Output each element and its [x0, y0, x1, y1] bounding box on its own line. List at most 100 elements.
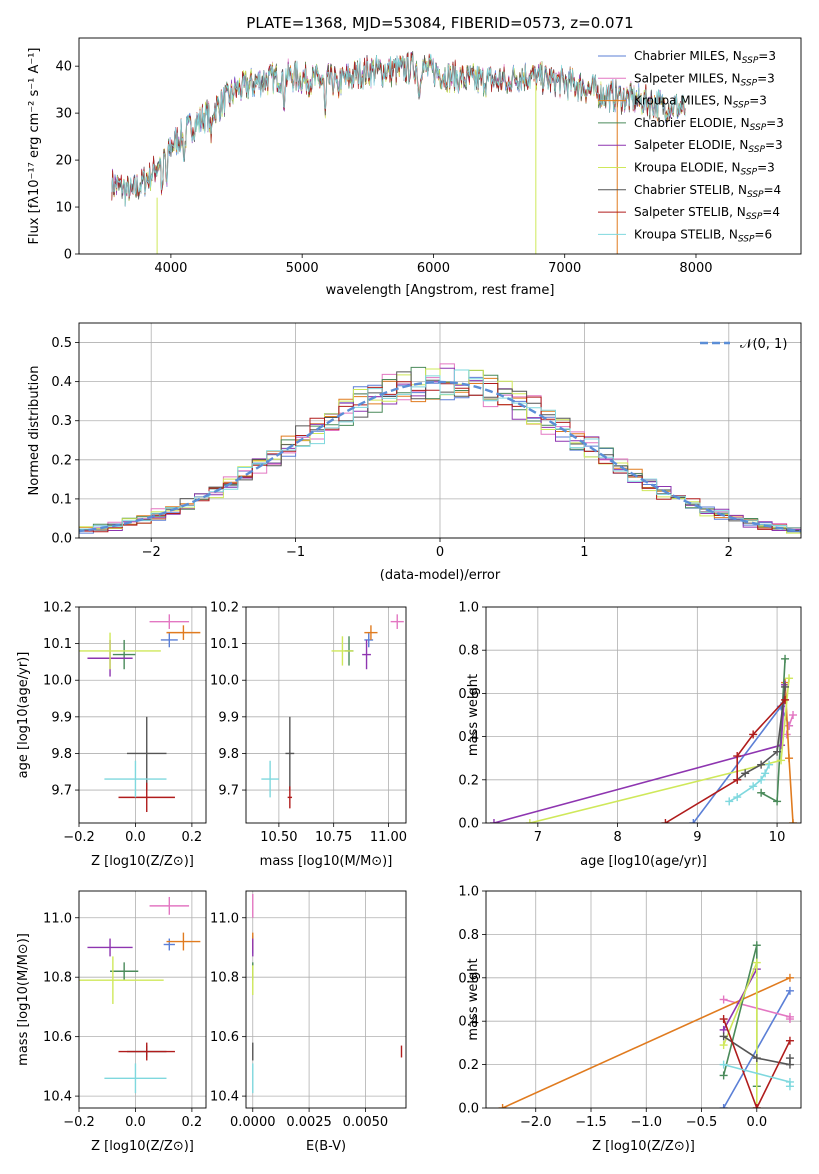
- plus-marker: [661, 819, 670, 823]
- plus-marker: [785, 721, 794, 730]
- y-tick-label: 10: [55, 201, 72, 216]
- plus-marker: [752, 1054, 761, 1063]
- mass-weight-vs-age-panel: 7 8 9 10 0.0 0.2 0.4 0.6 0.8 1.0 age [log10(age/yr…: [458, 601, 802, 869]
- spectrum-panel: 4000 5000 6000 7000 8000 0 10 20 30 40 PLATE=1368,…: [27, 14, 802, 298]
- y-tick-label: 0.0: [51, 532, 72, 547]
- grid-lines: [486, 890, 801, 1109]
- y-tick-label: 10.2: [43, 601, 72, 616]
- plus-marker: [773, 797, 782, 806]
- plus-marker: [752, 958, 761, 967]
- spectrum-line-8: [111, 53, 686, 207]
- mass-weight-vs-metallicity-panel: −2.0 −1.5 −1.0 −0.5 0.0 0.0 0.2 0.4 0.6 0.8 1.0 Z […: [458, 885, 802, 1154]
- y-tick-label: 0.3: [51, 414, 72, 429]
- x-tick-label: −2.0: [520, 1115, 552, 1130]
- plus-marker: [785, 754, 794, 763]
- grid-lines: [78, 891, 206, 1108]
- panel-6-xlabel: E(B-V): [306, 1139, 346, 1154]
- y-tick-label: 0.0: [458, 1102, 479, 1117]
- x-tick-label: 9: [693, 830, 701, 845]
- plus-marker: [719, 1071, 728, 1080]
- grid-lines: [246, 891, 406, 1108]
- panel-2-xlabel: Z [log10(Z/Z⊙)]: [91, 854, 194, 869]
- error-bar-points: [79, 896, 201, 1094]
- y-tick-label: 9.9: [218, 710, 239, 725]
- legend-label: Chabrier MILES, NSSP=3: [634, 49, 776, 66]
- spectrum-line-0: [111, 53, 686, 207]
- axes-frame: [78, 890, 207, 1109]
- spectrum-lines: [111, 50, 686, 254]
- data-point-2: [166, 625, 201, 640]
- y-tick-label: 9.8: [218, 747, 239, 762]
- error-bar-points: [79, 614, 201, 813]
- plus-marker: [781, 695, 790, 704]
- plus-marker: [781, 654, 790, 663]
- axes-frame: [78, 37, 802, 255]
- mass-weight-line-5: [529, 678, 790, 823]
- data-point-1: [390, 614, 404, 629]
- x-tick-label: 0.0: [746, 1115, 767, 1130]
- plus-marker: [741, 769, 750, 778]
- y-tick-label: 0.6: [458, 971, 479, 986]
- x-tick-label: −1: [286, 545, 305, 560]
- panel-2-ylabel: age [log10(age/yr)]: [16, 652, 31, 779]
- mass-vs-extinction-panel: 0.0000 0.0025 0.0050 10.4 10.6 10.8 11.0 E(B-V): [210, 890, 407, 1154]
- y-tick-label: 9.9: [51, 710, 72, 725]
- spectrum-legend: Chabrier MILES, NSSP=3 Salpeter MILES, NS…: [598, 49, 784, 244]
- plus-marker: [733, 775, 742, 784]
- data-point-2: [364, 625, 378, 640]
- y-tick-label: 0.2: [458, 1058, 479, 1073]
- data-point-0: [160, 632, 178, 648]
- y-tick-label: 10.4: [210, 1090, 239, 1105]
- plus-marker: [525, 819, 534, 823]
- data-point-0: [163, 938, 175, 951]
- x-tick-label: 10.75: [315, 830, 352, 845]
- data-point-6: [126, 716, 167, 791]
- y-tick-label: 9.7: [51, 784, 72, 799]
- y-tick-label: 10.8: [210, 971, 239, 986]
- y-tick-label: 20: [55, 154, 72, 169]
- axes-frame: [485, 890, 802, 1109]
- y-tick-label: 10.8: [43, 971, 72, 986]
- axes-frame: [78, 322, 802, 539]
- legend-label: Salpeter MILES, NSSP=3: [634, 71, 775, 88]
- x-tick-label: 7000: [548, 261, 581, 276]
- plus-marker: [749, 730, 758, 739]
- panel-7-xlabel: Z [log10(Z/Z⊙)]: [592, 1139, 695, 1154]
- legend-label: Salpeter STELIB, NSSP=4: [634, 205, 780, 222]
- plus-marker: [781, 682, 790, 691]
- plus-marker: [789, 819, 798, 823]
- y-tick-label: 10.6: [43, 1030, 72, 1045]
- plus-marker: [719, 1032, 728, 1041]
- x-tick-label: −2: [142, 545, 161, 560]
- y-tick-label: 0: [64, 248, 72, 263]
- spectrum-xlabel: wavelength [Angstrom, rest frame]: [326, 283, 555, 298]
- panel-4-ylabel: mass weight: [466, 674, 481, 756]
- age-vs-metallicity-panel: −0.2 0.0 0.2 9.7 9.8 9.9 10.0 10.1 10.2 Z [log10(…: [16, 601, 207, 869]
- data-point-8: [104, 760, 167, 798]
- spectrum-line-7: [111, 52, 686, 201]
- panel-5-xlabel: Z [log10(Z/Z⊙)]: [91, 1139, 194, 1154]
- y-tick-label: 9.7: [218, 784, 239, 799]
- data-point-1: [149, 896, 190, 915]
- y-tick-label: 1.0: [458, 601, 479, 616]
- plus-marker: [777, 756, 786, 765]
- mass-weight-line-7: [664, 699, 786, 823]
- data-point-6: [285, 716, 295, 791]
- x-tick-label: 0.2: [182, 1115, 203, 1130]
- y-tick-label: 10.0: [43, 674, 72, 689]
- mass-weight-lines: [498, 941, 794, 1108]
- data-point-2: [166, 932, 201, 951]
- panel-5-ylabel: mass [log10(M/M⊙)]: [16, 933, 31, 1066]
- data-point-5: [79, 956, 164, 1004]
- grid-lines: [78, 606, 206, 823]
- plus-marker: [719, 1060, 728, 1069]
- y-tick-label: 0.6: [458, 687, 479, 702]
- plus-marker: [733, 793, 742, 802]
- plus-marker: [719, 1015, 728, 1024]
- axes-frame: [78, 606, 207, 824]
- plus-marker: [749, 782, 758, 791]
- plus-marker: [489, 819, 498, 823]
- plus-marker: [719, 1041, 728, 1050]
- mass-weight-line-7: [722, 1018, 791, 1108]
- y-tick-label: 10.4: [43, 1090, 72, 1105]
